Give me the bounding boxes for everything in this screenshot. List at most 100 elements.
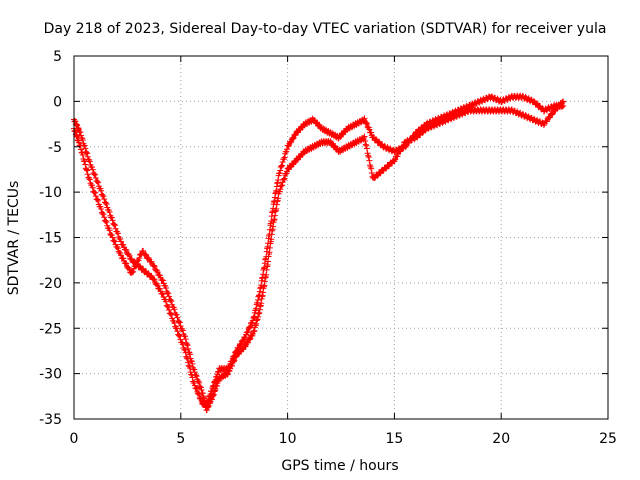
data-point [361, 133, 368, 140]
data-point [175, 318, 182, 325]
data-point [114, 243, 121, 250]
x-tick-label: 10 [279, 431, 297, 447]
data-point [82, 145, 89, 152]
data-point [191, 366, 198, 373]
data-point [77, 128, 84, 135]
data-point [84, 171, 91, 178]
data-point [103, 219, 110, 226]
y-tick-label: 5 [53, 49, 62, 65]
data-point [276, 170, 283, 177]
data-point [150, 262, 157, 269]
data-point [154, 282, 161, 289]
data-point [100, 211, 107, 218]
data-point [101, 196, 108, 203]
data-point [175, 332, 182, 339]
data-point [89, 184, 96, 191]
x-tick-label: 25 [599, 431, 617, 447]
data-point [91, 189, 98, 196]
data-point [166, 293, 173, 300]
data-point [133, 262, 140, 269]
data-point [368, 169, 375, 176]
x-tick-label: 20 [492, 431, 510, 447]
chart-title: Day 218 of 2023, Sidereal Day-to-day VTE… [44, 21, 607, 37]
data-point [78, 146, 85, 153]
data-point [360, 134, 367, 141]
data-point [98, 205, 105, 212]
data-point [167, 310, 174, 317]
y-tick-label: -30 [39, 367, 62, 383]
data-point [126, 266, 133, 273]
data-point [166, 310, 173, 317]
data-point [188, 358, 195, 365]
data-point [396, 148, 403, 155]
data-point [531, 97, 538, 104]
data-point [94, 178, 101, 185]
data-point [240, 338, 247, 345]
data-point [94, 196, 101, 203]
data-point [102, 218, 109, 225]
data-point [109, 217, 116, 224]
data-points-layer [71, 92, 567, 414]
data-point [117, 252, 124, 259]
data-point [79, 151, 86, 158]
data-point [101, 217, 108, 224]
data-point [546, 114, 553, 121]
y-tick-labels: 5 0 -5 -10 -15 -20 -25 -30 -35 [39, 49, 62, 428]
data-point [237, 341, 244, 348]
data-point [150, 276, 157, 283]
data-point [182, 336, 189, 343]
data-point [81, 158, 88, 165]
data-point [399, 143, 406, 150]
data-point [122, 259, 129, 266]
data-point [163, 298, 170, 305]
data-point [171, 319, 178, 326]
data-point [368, 165, 375, 172]
y-tick-label: -10 [39, 185, 62, 201]
data-point [126, 252, 133, 259]
x-tick-label: 5 [176, 431, 185, 447]
data-point [280, 155, 287, 162]
data-point [166, 306, 173, 313]
data-point [198, 386, 205, 393]
data-point [242, 334, 249, 341]
data-point [163, 285, 170, 292]
data-point [154, 268, 161, 275]
x-axis-label: GPS time / hours [281, 458, 398, 474]
series-track-2 [71, 98, 567, 414]
data-point [193, 373, 200, 380]
data-point [114, 245, 121, 252]
data-point [186, 351, 193, 358]
data-point [373, 136, 380, 143]
data-point [123, 260, 130, 267]
data-point [394, 153, 401, 160]
data-point [136, 255, 143, 262]
data-point [196, 379, 203, 386]
data-point [156, 285, 163, 292]
data-point [397, 148, 404, 155]
data-point [111, 238, 118, 245]
data-point [279, 162, 286, 169]
data-point [368, 129, 375, 136]
data-point [174, 314, 181, 321]
data-point [191, 382, 198, 389]
data-point [159, 277, 166, 284]
data-point [365, 154, 372, 161]
data-point [82, 161, 89, 168]
data-point [103, 200, 110, 207]
data-point [290, 135, 297, 142]
data-point [182, 333, 189, 340]
data-point [366, 157, 373, 164]
y-tick-label: 0 [53, 94, 62, 110]
x-tick-label: 0 [70, 431, 79, 447]
y-tick-label: -20 [39, 276, 62, 292]
x-tick-label: 15 [385, 431, 403, 447]
data-point [159, 276, 166, 283]
data-point [91, 171, 98, 178]
data-point [279, 182, 286, 189]
data-point [92, 174, 99, 181]
data-point [559, 99, 566, 106]
data-point [92, 193, 99, 200]
data-point [132, 263, 139, 270]
data-point [383, 165, 390, 172]
data-point [156, 272, 163, 279]
